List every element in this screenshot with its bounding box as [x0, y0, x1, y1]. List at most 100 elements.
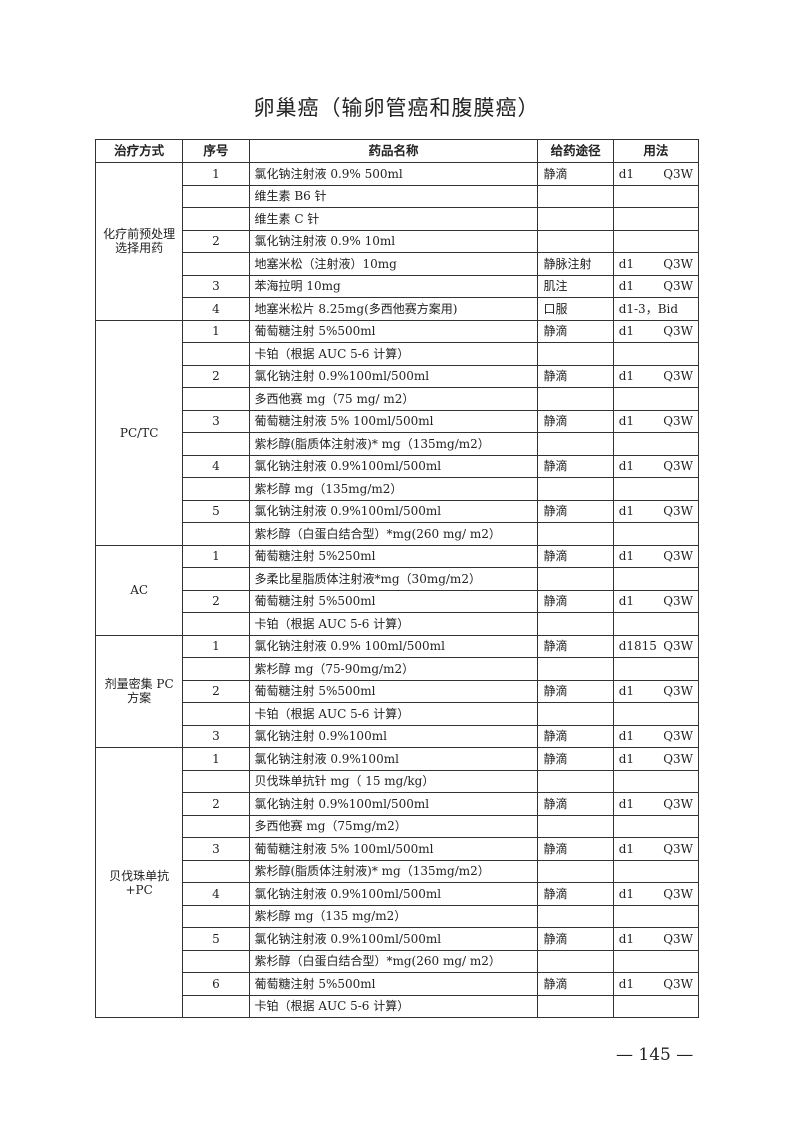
row-number: 4 — [182, 882, 250, 906]
usage-wrapper: d1 Q3W — [619, 752, 693, 766]
drug-name: 葡萄糖注射 5%500ml — [248, 589, 539, 613]
usage-day: d1 — [618, 886, 635, 901]
drug-name: 氯化钠注射液 0.9%100ml/500ml — [248, 882, 539, 906]
usage-cycle: Q3W — [663, 594, 693, 609]
drug-name: 多柔比星脂质体注射液*mg（30mg/m2） — [248, 567, 539, 591]
usage-wrapper: d1 Q3W — [619, 729, 693, 743]
usage-day: d1 — [618, 369, 635, 384]
drug-name: 多西他赛 mg（75mg/m2） — [248, 814, 539, 838]
drug-name: 苯海拉明 10mg — [248, 274, 539, 298]
usage-cycle: Q3W — [663, 684, 693, 699]
usage-cycle: Q3W — [663, 504, 693, 519]
table-row: 3 苯海拉明 10mg 肌注 d1 Q3W — [96, 274, 700, 298]
drug-name: 紫杉醇 mg（135mg/m2） — [248, 477, 539, 501]
table-row: 紫杉醇 mg（75-90mg/m2） — [96, 657, 700, 681]
route: 静滴 — [537, 837, 614, 861]
table-row: PC/TC 1 葡萄糖注射 5%500ml 静滴 d1 Q3W — [94, 319, 700, 546]
usage: d1 Q3W — [612, 162, 700, 186]
row-number: 5 — [182, 499, 250, 523]
usage — [612, 207, 700, 231]
usage: d1 Q3W — [612, 589, 700, 613]
drug-name: 维生素 B6 针 — [248, 184, 539, 208]
row-number: 6 — [182, 972, 250, 996]
usage: d1 Q3W — [612, 972, 700, 996]
usage: d1 Q3W — [612, 499, 700, 523]
route: 静滴 — [537, 882, 614, 906]
usage-cycle: Q3W — [663, 279, 693, 294]
usage-wrapper: d1 Q3W — [619, 369, 693, 383]
usage — [612, 994, 700, 1018]
table-row: 维生素 C 针 — [96, 207, 700, 231]
page-title: 卵巢癌（输卵管癌和腹膜癌） — [253, 96, 540, 120]
row-number: 3 — [182, 724, 250, 748]
table-row: 4 氯化钠注射液 0.9%100ml/500ml 静滴 d1 Q3W — [96, 882, 700, 906]
usage-cycle: Q3W — [663, 369, 693, 384]
page-number: — 145 — — [616, 1045, 694, 1065]
drug-name: 地塞米松片 8.25mg(多西他赛方案用) — [248, 297, 539, 321]
route: 静滴 — [537, 792, 614, 816]
usage: d1 Q3W — [612, 837, 700, 861]
route: 静脉注射 — [537, 252, 614, 276]
usage: d1 Q3W — [612, 882, 700, 906]
route: 肌注 — [537, 274, 614, 298]
usage-cycle: Q3W — [663, 751, 693, 766]
usage — [612, 859, 700, 883]
drug-name: 卡铂（根据 AUC 5-6 计算） — [248, 612, 539, 636]
usage: d1 Q3W — [612, 274, 700, 298]
drug-name: 氯化钠注射液 0.9%100ml/500ml — [248, 499, 539, 523]
usage-wrapper: d1-3，Bid — [619, 302, 693, 316]
route: 静滴 — [537, 544, 614, 568]
usage-wrapper: d1 Q3W — [619, 549, 693, 563]
usage-cycle: Q3W — [663, 414, 693, 429]
table-row: 卡铂（根据 AUC 5-6 计算） — [96, 702, 700, 726]
table-row: 多西他赛 mg（75 mg/ m2） — [96, 387, 700, 411]
drug-name: 多西他赛 mg（75 mg/ m2） — [248, 387, 539, 411]
usage: d1 Q3W — [612, 364, 700, 388]
usage-wrapper: d1 Q3W — [619, 684, 693, 698]
route — [537, 207, 614, 231]
row-number — [182, 207, 250, 231]
table-row: 2 葡萄糖注射 5%500ml 静滴 d1 Q3W — [96, 589, 700, 613]
row-number: 1 — [182, 747, 250, 771]
usage-cycle: Q3W — [663, 931, 693, 946]
table-row: 紫杉醇(脂质体注射液)* mg（135mg/m2） — [96, 859, 700, 883]
row-number — [182, 702, 250, 726]
route: 静滴 — [537, 589, 614, 613]
usage-day: d1 — [618, 976, 635, 991]
treatment-method: AC — [94, 544, 184, 636]
usage-wrapper: d1 Q3W — [619, 594, 693, 608]
row-number — [182, 567, 250, 591]
usage-wrapper: d1 Q3W — [619, 887, 693, 901]
route: 静滴 — [537, 454, 614, 478]
table-row: 2 氯化钠注射 0.9%100ml/500ml 静滴 d1 Q3W — [96, 364, 700, 388]
header-route: 给药途径 — [537, 139, 614, 163]
row-number — [182, 904, 250, 928]
row-number: 1 — [182, 544, 250, 568]
usage: d1-3，Bid — [612, 297, 700, 321]
drug-name: 葡萄糖注射液 5% 100ml/500ml — [248, 409, 539, 433]
table-row: 贝伐珠单抗针 mg（ 15 mg/kg） — [96, 769, 700, 793]
header-no: 序号 — [182, 139, 250, 163]
usage: d1 Q3W — [612, 679, 700, 703]
drug-name: 紫杉醇（白蛋白结合型）*mg(260 mg/ m2） — [248, 949, 539, 973]
usage — [612, 229, 700, 253]
table-row: 4 地塞米松片 8.25mg(多西他赛方案用) 口服 d1-3，Bid — [96, 297, 700, 321]
row-number — [182, 949, 250, 973]
row-number — [182, 859, 250, 883]
route — [537, 769, 614, 793]
usage-day: d1 — [618, 414, 635, 429]
drug-name: 紫杉醇 mg（135 mg/m2） — [248, 904, 539, 928]
row-number — [182, 387, 250, 411]
route — [537, 387, 614, 411]
usage: d1 Q3W — [612, 252, 700, 276]
table-row: 贝伐珠单抗+PC 1 氯化钠注射液 0.9%100ml 静滴 d1 Q3W — [94, 747, 700, 1018]
row-number: 2 — [182, 792, 250, 816]
drug-name: 氯化钠注射液 0.9% 500ml — [248, 162, 539, 186]
route — [537, 432, 614, 456]
usage-wrapper: d1 Q3W — [619, 932, 693, 946]
drug-name: 卡铂（根据 AUC 5-6 计算） — [248, 342, 539, 366]
usage — [612, 612, 700, 636]
usage-cycle: Q3W — [663, 166, 693, 181]
usage — [612, 342, 700, 366]
row-number: 3 — [182, 274, 250, 298]
